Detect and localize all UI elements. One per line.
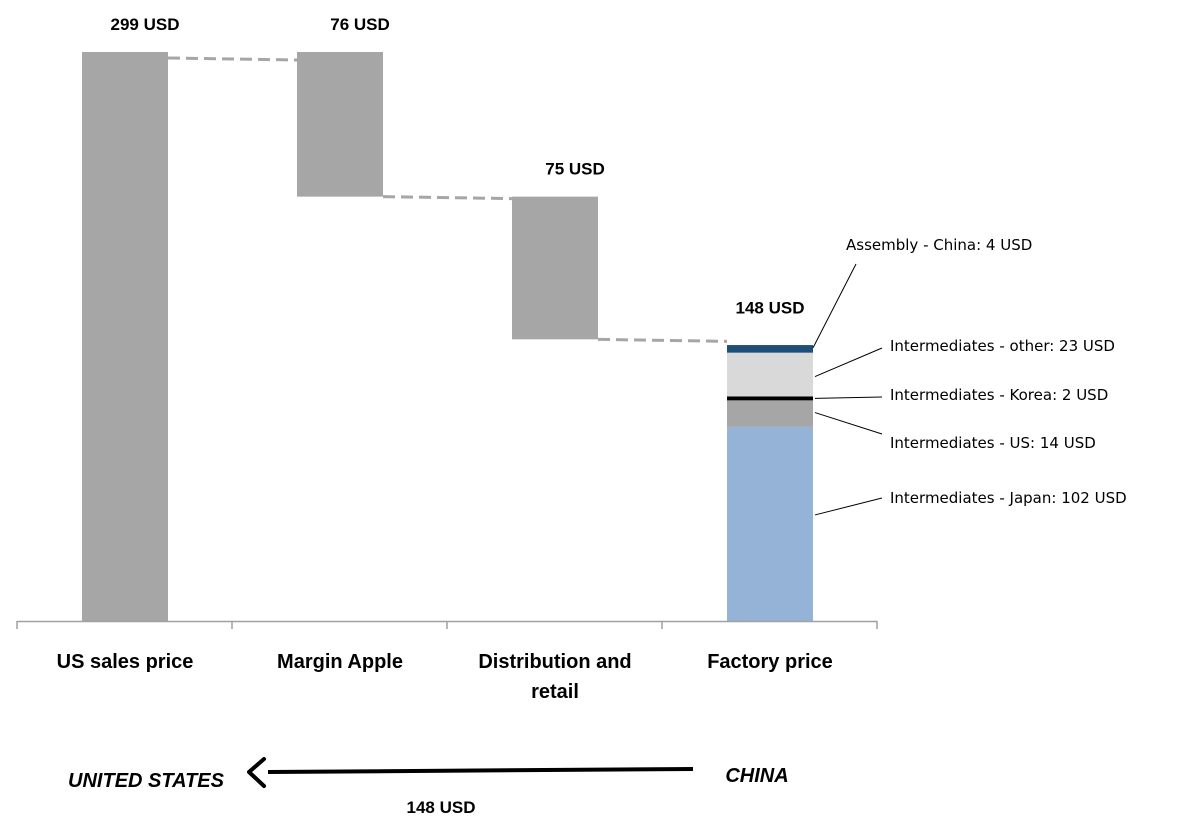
segment-intermediates-other (727, 352, 813, 397)
bar-us-sales-price (82, 52, 168, 621)
segment-assembly-china (727, 345, 813, 353)
bar-margin-apple (297, 52, 383, 197)
connector-lines (167, 56, 728, 343)
value-labels: 299 USD 76 USD 75 USD 148 USD (111, 15, 805, 317)
leader-line-intermediates-japan (814, 497, 883, 516)
leader-line-intermediates-korea (814, 396, 883, 399)
leader-line-intermediates-us (814, 412, 883, 435)
category-label-factory-price: Factory price (707, 651, 833, 673)
x-axis (16, 620, 878, 629)
annotation-intermediates-japan: Intermediates - Japan: 102 USD (890, 489, 1127, 507)
segment-intermediates-japan (727, 426, 813, 621)
flow-arrowhead-icon (247, 757, 266, 788)
flow-arrow-shaft (267, 767, 694, 774)
value-label-us-sales-price: 299 USD (111, 15, 180, 34)
category-label-margin-apple: Margin Apple (277, 651, 403, 673)
connector-line (167, 56, 298, 62)
factory-price-segments (727, 345, 813, 621)
flow-value-label: 148 USD (407, 798, 476, 817)
category-label-us-sales-price: US sales price (57, 651, 194, 673)
annotation-labels: Intermediates - Japan: 102 USD Intermedia… (846, 236, 1127, 507)
annotation-intermediates-us: Intermediates - US: 14 USD (890, 434, 1096, 452)
annotation-leader-lines (812, 263, 883, 516)
connector-line (382, 195, 513, 201)
bar-distribution-and-retail (512, 196, 598, 340)
flow-destination-label: UNITED STATES (68, 770, 225, 792)
annotation-intermediates-korea: Intermediates - Korea: 2 USD (890, 386, 1108, 404)
segment-intermediates-us (727, 400, 813, 427)
value-label-margin-apple: 76 USD (330, 15, 390, 34)
value-label-factory-price: 148 USD (736, 298, 805, 317)
value-label-distribution-and-retail: 75 USD (545, 160, 605, 179)
connector-line (597, 337, 728, 343)
trade-flow: UNITED STATES CHINA 148 USD (68, 757, 789, 817)
leader-line-assembly-china (812, 263, 857, 349)
flow-origin-label: CHINA (725, 765, 788, 787)
annotation-intermediates-other: Intermediates - other: 23 USD (890, 337, 1115, 355)
category-labels: US sales price Margin Apple Distribution a… (57, 651, 833, 703)
bars (82, 52, 598, 621)
leader-line-intermediates-other (814, 347, 883, 378)
annotation-assembly-china: Assembly - China: 4 USD (846, 236, 1032, 254)
segment-intermediates-korea (727, 396, 813, 401)
category-label-distribution-and-retail: Distribution and retail (478, 651, 631, 703)
